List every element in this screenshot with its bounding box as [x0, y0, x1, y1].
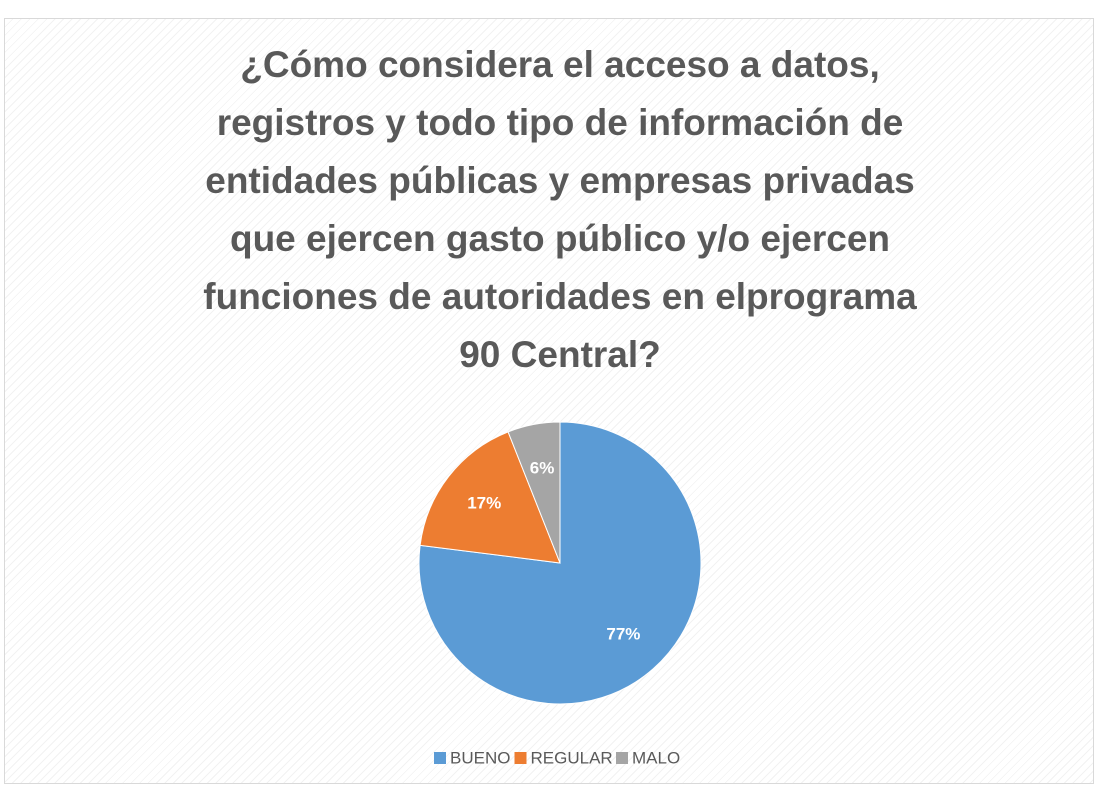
pie-slice	[419, 431, 561, 564]
pie-slice	[418, 421, 702, 705]
legend-label: REGULAR	[531, 748, 613, 767]
legend-swatch	[434, 752, 446, 764]
chart-title: ¿Cómo considera el acceso a datos, regis…	[203, 44, 917, 375]
legend-swatch	[616, 752, 628, 764]
legend-label: BUENO	[450, 748, 510, 767]
data-label: 6%	[530, 458, 555, 477]
pie-slice	[507, 421, 561, 564]
data-label: 77%	[606, 624, 640, 643]
legend-swatch	[514, 752, 527, 764]
legend-label: MALO	[632, 748, 680, 767]
data-label: 17%	[467, 494, 501, 513]
